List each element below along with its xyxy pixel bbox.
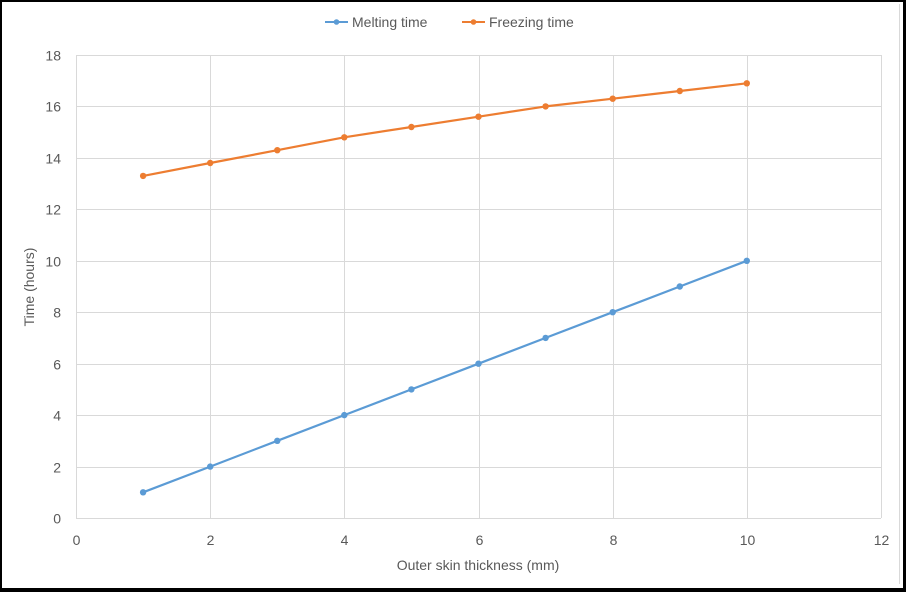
data-point[interactable] xyxy=(274,437,281,444)
legend: Melting time Freezing time xyxy=(325,14,574,30)
x-tick-label: 2 xyxy=(207,532,215,548)
data-point[interactable] xyxy=(676,87,683,95)
y-tick-label: 14 xyxy=(45,151,61,167)
y-tick-label: 18 xyxy=(45,48,61,64)
data-point[interactable] xyxy=(676,283,683,290)
series-line xyxy=(142,259,748,494)
x-tick-label: 6 xyxy=(476,532,484,548)
legend-marker-freezing-icon xyxy=(470,19,477,25)
data-point[interactable] xyxy=(274,147,281,154)
data-point[interactable] xyxy=(408,123,415,131)
x-axis-ticks: 0 2 4 6 8 10 12 xyxy=(73,532,890,548)
x-tick-label: 4 xyxy=(341,532,349,548)
x-tick-label: 12 xyxy=(874,532,890,548)
y-tick-label: 16 xyxy=(45,99,61,115)
gridlines xyxy=(76,55,882,519)
series-line xyxy=(142,82,747,177)
series-freezing-time xyxy=(139,80,750,180)
y-tick-label: 8 xyxy=(53,305,61,321)
data-point[interactable] xyxy=(743,80,750,87)
y-tick-label: 6 xyxy=(53,357,61,373)
data-point[interactable] xyxy=(341,411,348,419)
data-point[interactable] xyxy=(475,360,482,367)
data-series xyxy=(139,80,750,496)
legend-item-freezing[interactable]: Freezing time xyxy=(462,14,574,30)
data-point[interactable] xyxy=(609,95,616,102)
data-point[interactable] xyxy=(743,257,750,264)
data-point[interactable] xyxy=(207,159,214,167)
data-point[interactable] xyxy=(139,489,147,496)
legend-item-melting[interactable]: Melting time xyxy=(325,14,428,30)
data-point[interactable] xyxy=(609,309,616,316)
legend-label-melting: Melting time xyxy=(352,14,428,30)
y-tick-label: 4 xyxy=(53,408,61,424)
data-point[interactable] xyxy=(341,134,348,141)
chart-area xyxy=(4,4,900,584)
x-tick-label: 0 xyxy=(73,532,81,548)
y-tick-label: 10 xyxy=(45,254,61,270)
legend-label-freezing: Freezing time xyxy=(489,14,574,30)
y-tick-label: 2 xyxy=(53,460,61,476)
data-point[interactable] xyxy=(475,113,482,120)
x-tick-label: 8 xyxy=(610,532,618,548)
data-point[interactable] xyxy=(542,103,549,110)
y-tick-label: 0 xyxy=(53,511,61,527)
x-axis-title: Outer skin thickness (mm) xyxy=(397,557,560,573)
series-melting-time xyxy=(139,257,750,496)
y-axis-title: Time (hours) xyxy=(21,248,37,327)
data-point[interactable] xyxy=(408,386,415,393)
y-axis-ticks: 0 2 4 6 8 10 12 14 16 18 xyxy=(45,48,61,527)
x-tick-label: 10 xyxy=(740,532,756,548)
legend-marker-melting-icon xyxy=(333,19,340,25)
data-point[interactable] xyxy=(139,172,147,180)
y-tick-label: 12 xyxy=(45,202,61,218)
data-point[interactable] xyxy=(207,463,214,470)
data-point[interactable] xyxy=(542,334,549,342)
